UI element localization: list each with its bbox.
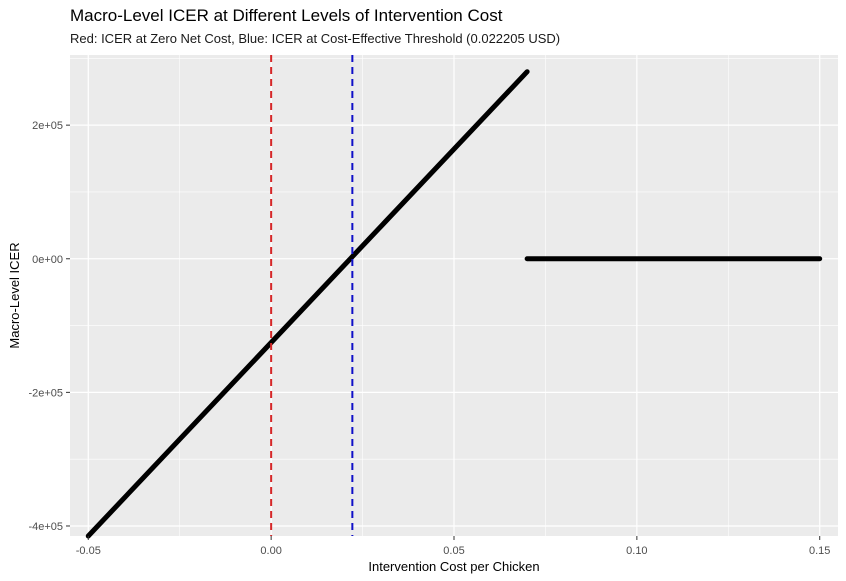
- y-tick-label: 0e+00: [32, 254, 63, 266]
- x-tick-label: 0.00: [260, 545, 281, 557]
- chart-title: Macro-Level ICER at Different Levels of …: [70, 6, 503, 25]
- chart-subtitle: Red: ICER at Zero Net Cost, Blue: ICER a…: [70, 31, 561, 46]
- y-axis-title: Macro-Level ICER: [7, 242, 22, 348]
- data-series-1: [85, 69, 530, 539]
- y-tick-label: 2e+05: [32, 120, 63, 132]
- y-tick-label: -4e+05: [28, 521, 63, 533]
- x-tick-label: -0.05: [76, 545, 101, 557]
- x-tick-label: 0.05: [443, 545, 464, 557]
- x-axis-title: Intervention Cost per Chicken: [368, 559, 539, 574]
- x-tick-label: 0.10: [626, 545, 647, 557]
- y-tick-label: -2e+05: [28, 387, 63, 399]
- x-tick-label: 0.15: [809, 545, 830, 557]
